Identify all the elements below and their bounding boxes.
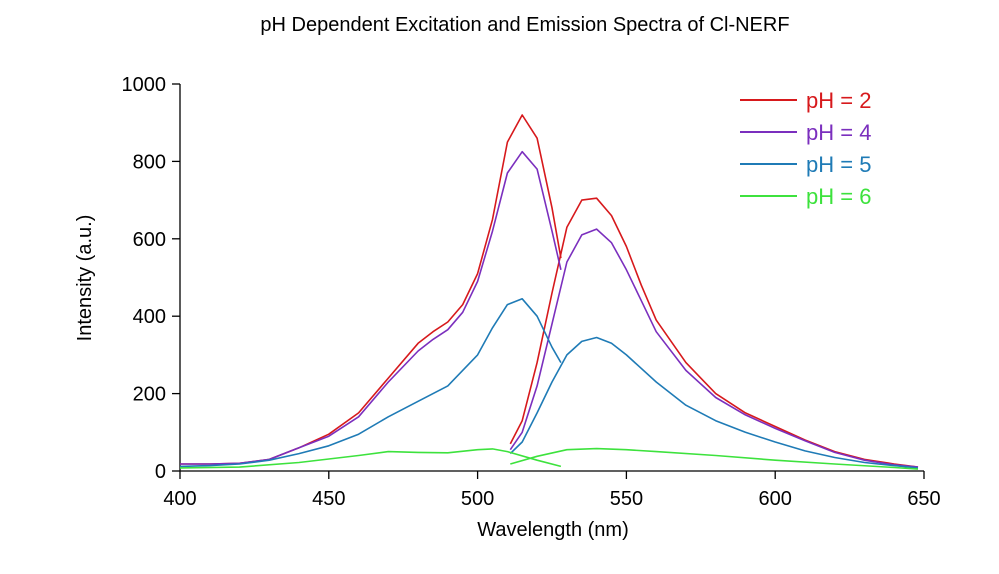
emission-line-series-2 xyxy=(509,228,919,468)
y-tick-label: 0 xyxy=(155,461,166,483)
legend-label: pH = 6 xyxy=(806,184,871,209)
chart-title: pH Dependent Excitation and Emission Spe… xyxy=(260,14,790,36)
x-tick-label: 600 xyxy=(759,488,792,510)
axes: 0 200 400 600 800 1000 400 450 500 550 600 650 xyxy=(122,74,941,510)
emission-line-series-1 xyxy=(509,197,919,468)
x-tick-label: 400 xyxy=(163,488,196,510)
excitation-line-series-3 xyxy=(179,298,562,468)
legend-label: pH = 5 xyxy=(806,152,871,177)
y-tick-label: 200 xyxy=(133,384,166,406)
y-axis-label: Intensity (a.u.) xyxy=(74,215,96,342)
y-tick-label: 800 xyxy=(133,151,166,173)
legend-label: pH = 2 xyxy=(806,88,871,113)
x-tick-label: 550 xyxy=(610,488,643,510)
x-tick-label: 500 xyxy=(461,488,494,510)
excitation-line-series-1 xyxy=(180,114,562,465)
legend: pH = 2 pH = 4 pH = 5 pH = 6 xyxy=(740,88,871,209)
x-tick-label: 450 xyxy=(312,488,345,510)
y-tick-label: 1000 xyxy=(122,74,167,96)
series-lines xyxy=(179,114,919,470)
x-tick-label: 650 xyxy=(907,488,940,510)
x-axis-label: Wavelength (nm) xyxy=(477,519,629,541)
emission-line-series-4 xyxy=(510,447,919,470)
y-tick-label: 400 xyxy=(133,306,166,328)
excitation-line-series-2 xyxy=(180,150,562,465)
emission-line-series-3 xyxy=(509,336,919,469)
excitation-line-series-4 xyxy=(179,448,562,469)
y-tick-label: 600 xyxy=(133,229,166,251)
legend-label: pH = 4 xyxy=(806,120,871,145)
